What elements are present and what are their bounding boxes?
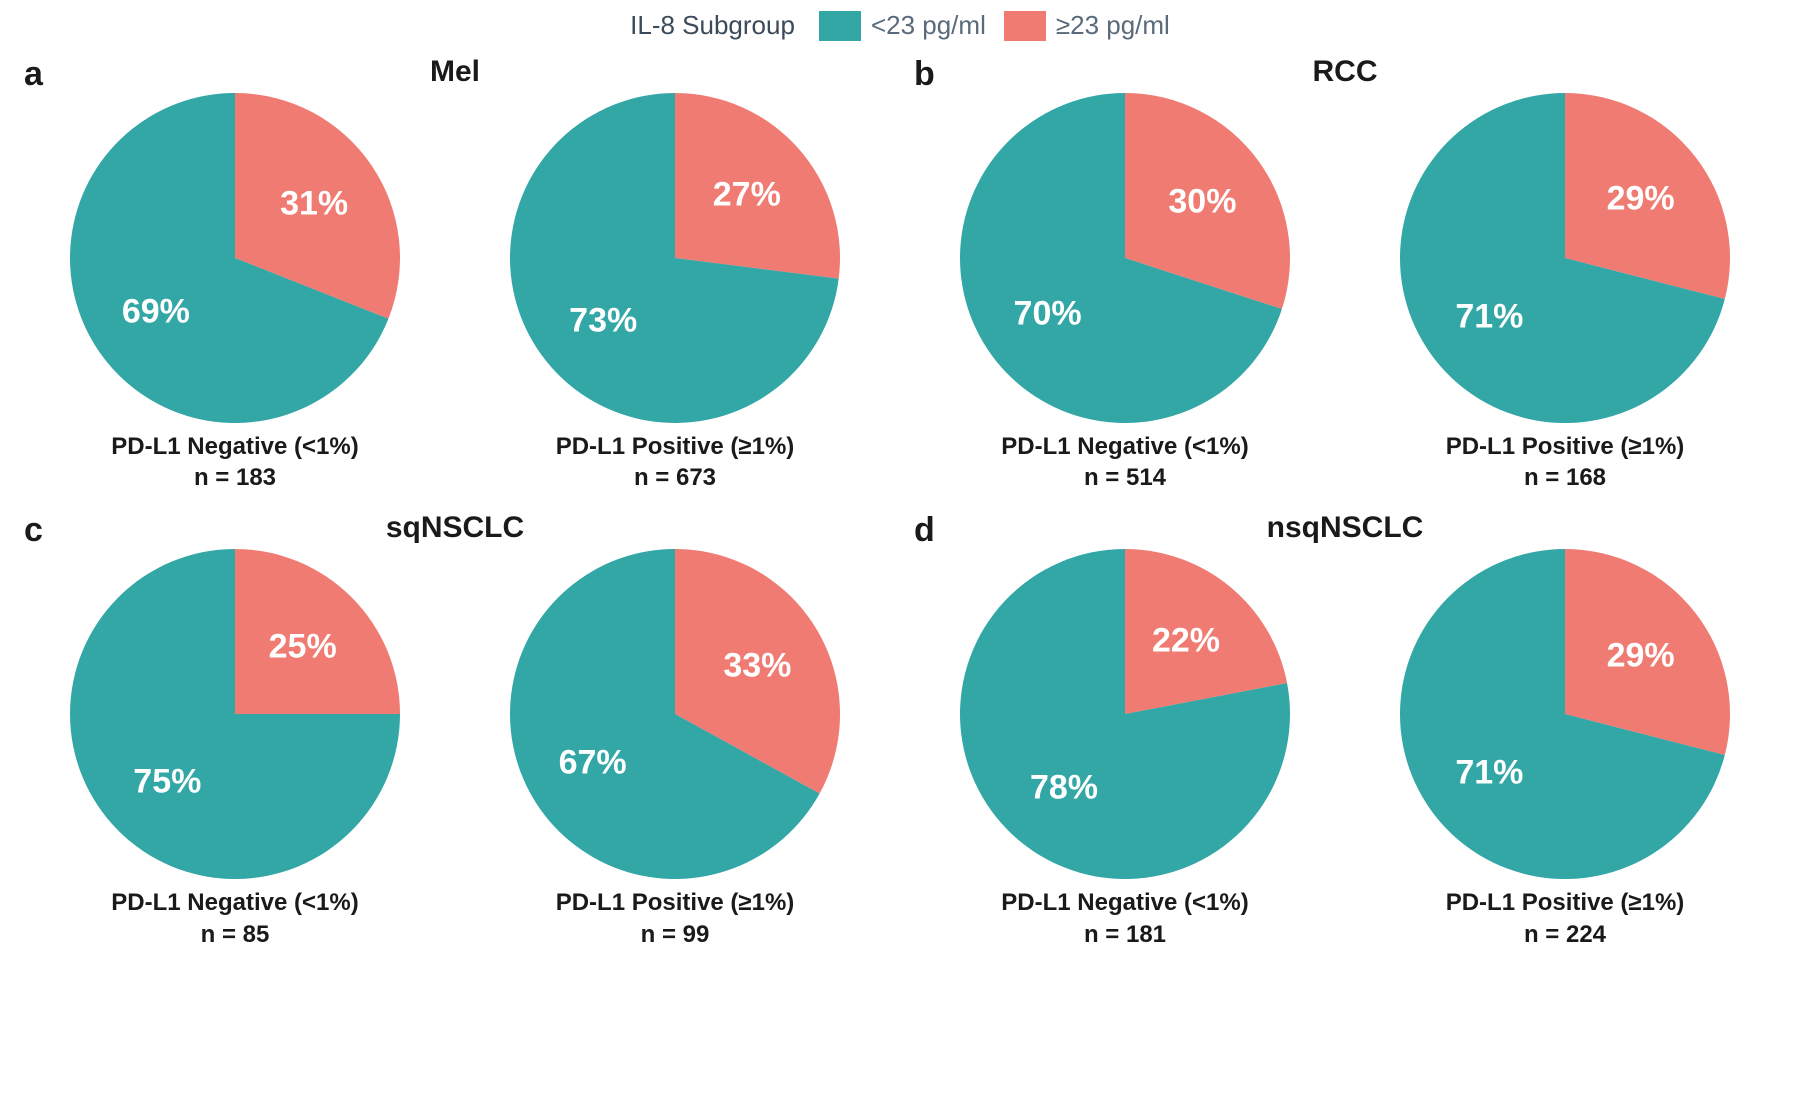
pie-block: 29% 71% PD-L1 Positive (≥1%)n = 168	[1350, 93, 1780, 493]
legend-label-high: ≥23 pg/ml	[1056, 10, 1170, 41]
pie-block: 22% 78% PD-L1 Negative (<1%)n = 181	[910, 549, 1340, 949]
pie-caption-n: n = 514	[1001, 462, 1248, 493]
pie-block: 27% 73% PD-L1 Positive (≥1%)n = 673	[460, 93, 890, 493]
pie-caption: PD-L1 Negative (<1%)n = 85	[111, 887, 358, 949]
pie-caption-n: n = 181	[1001, 919, 1248, 950]
pie-caption-line1: PD-L1 Negative (<1%)	[111, 887, 358, 918]
pie-caption: PD-L1 Negative (<1%)n = 183	[111, 431, 358, 493]
pie-pair: 30% 70% PD-L1 Negative (<1%)n = 514 29% 71% P…	[910, 93, 1780, 493]
panel-title: Mel	[20, 55, 890, 89]
pie-caption-n: n = 224	[1446, 919, 1685, 950]
pie-pair: 31% 69% PD-L1 Negative (<1%)n = 183 27% 73% P…	[20, 93, 890, 493]
pie-svg	[960, 549, 1290, 879]
pie-block: 33% 67% PD-L1 Positive (≥1%)n = 99	[460, 549, 890, 949]
pie-caption: PD-L1 Negative (<1%)n = 514	[1001, 431, 1248, 493]
pie-slice-label-high: 29%	[1607, 636, 1675, 675]
pie-slice-label-low: 75%	[133, 763, 201, 802]
panel-b: bRCC 30% 70% PD-L1 Negative (<1%)n = 514 29%…	[900, 47, 1790, 503]
pie-slice-label-high: 33%	[723, 646, 791, 685]
legend-label-low: <23 pg/ml	[871, 10, 986, 41]
panel-letter: c	[24, 511, 43, 550]
pie-caption-n: n = 99	[556, 919, 795, 950]
pie-caption-line1: PD-L1 Positive (≥1%)	[1446, 887, 1685, 918]
pie-caption-line1: PD-L1 Negative (<1%)	[1001, 431, 1248, 462]
pie-caption: PD-L1 Positive (≥1%)n = 224	[1446, 887, 1685, 949]
panel-d: dnsqNSCLC 22% 78% PD-L1 Negative (<1%)n = 1…	[900, 503, 1790, 959]
pie-svg	[1400, 93, 1730, 423]
pie-slice-label-low: 70%	[1014, 295, 1082, 334]
legend-swatch-low	[819, 11, 861, 41]
pie-slice-label-low: 71%	[1455, 297, 1523, 336]
legend: IL-8 Subgroup <23 pg/ml ≥23 pg/ml	[0, 0, 1800, 47]
panel-letter: b	[914, 55, 935, 94]
pie-slice-label-low: 69%	[122, 292, 190, 331]
pie-chart: 30% 70%	[960, 93, 1290, 423]
pie-caption: PD-L1 Positive (≥1%)n = 99	[556, 887, 795, 949]
pie-chart: 31% 69%	[70, 93, 400, 423]
pie-caption-line1: PD-L1 Positive (≥1%)	[1446, 431, 1685, 462]
legend-swatch-high	[1004, 11, 1046, 41]
pie-slice-label-high: 30%	[1168, 182, 1236, 221]
pie-slice-label-low: 71%	[1455, 754, 1523, 793]
pie-svg	[70, 93, 400, 423]
pie-block: 29% 71% PD-L1 Positive (≥1%)n = 224	[1350, 549, 1780, 949]
legend-title: IL-8 Subgroup	[630, 10, 795, 41]
panel-c: csqNSCLC 25% 75% PD-L1 Negative (<1%)n = 85…	[10, 503, 900, 959]
pie-slice-label-high: 22%	[1152, 621, 1220, 660]
pie-chart: 29% 71%	[1400, 93, 1730, 423]
panel-title: RCC	[910, 55, 1780, 89]
pie-block: 30% 70% PD-L1 Negative (<1%)n = 514	[910, 93, 1340, 493]
panel-title: nsqNSCLC	[910, 511, 1780, 545]
pie-svg	[960, 93, 1290, 423]
pie-caption-line1: PD-L1 Positive (≥1%)	[556, 431, 795, 462]
pie-slice-label-high: 29%	[1607, 180, 1675, 219]
panel-grid: aMel31%69%PD-L1 Negative (<1%)n = 18327%…	[0, 47, 1800, 970]
pie-chart: 29% 71%	[1400, 549, 1730, 879]
pie-svg	[510, 549, 840, 879]
pie-chart: 27% 73%	[510, 93, 840, 423]
pie-slice-label-high: 31%	[280, 185, 348, 224]
pie-block: 25% 75% PD-L1 Negative (<1%)n = 85	[20, 549, 450, 949]
pie-slice-label-low: 67%	[559, 744, 627, 783]
pie-slice-label-low: 78%	[1030, 769, 1098, 808]
pie-caption-n: n = 168	[1446, 462, 1685, 493]
pie-caption: PD-L1 Positive (≥1%)n = 673	[556, 431, 795, 493]
legend-item-low: <23 pg/ml	[819, 10, 986, 41]
pie-slice-label-high: 25%	[269, 627, 337, 666]
panel-letter: a	[24, 55, 43, 94]
pie-block: 31% 69% PD-L1 Negative (<1%)n = 183	[20, 93, 450, 493]
pie-caption-n: n = 85	[111, 919, 358, 950]
legend-item-high: ≥23 pg/ml	[1004, 10, 1170, 41]
pie-caption: PD-L1 Negative (<1%)n = 181	[1001, 887, 1248, 949]
pie-slice-label-low: 73%	[569, 302, 637, 341]
pie-svg	[510, 93, 840, 423]
pie-caption-line1: PD-L1 Positive (≥1%)	[556, 887, 795, 918]
panel-title: sqNSCLC	[20, 511, 890, 545]
pie-svg	[70, 549, 400, 879]
panel-a: aMel 31% 69% PD-L1 Negative (<1%)n = 183 27%…	[10, 47, 900, 503]
pie-chart: 22% 78%	[960, 549, 1290, 879]
pie-caption-line1: PD-L1 Negative (<1%)	[111, 431, 358, 462]
pie-slice-label-high: 27%	[713, 175, 781, 214]
pie-caption-line1: PD-L1 Negative (<1%)	[1001, 887, 1248, 918]
pie-svg	[1400, 549, 1730, 879]
pie-caption: PD-L1 Positive (≥1%)n = 168	[1446, 431, 1685, 493]
pie-chart: 33% 67%	[510, 549, 840, 879]
panel-letter: d	[914, 511, 935, 550]
pie-pair: 25% 75% PD-L1 Negative (<1%)n = 85 33% 67% PD…	[20, 549, 890, 949]
pie-caption-n: n = 183	[111, 462, 358, 493]
pie-pair: 22% 78% PD-L1 Negative (<1%)n = 181 29% 71% P…	[910, 549, 1780, 949]
pie-caption-n: n = 673	[556, 462, 795, 493]
pie-chart: 25% 75%	[70, 549, 400, 879]
